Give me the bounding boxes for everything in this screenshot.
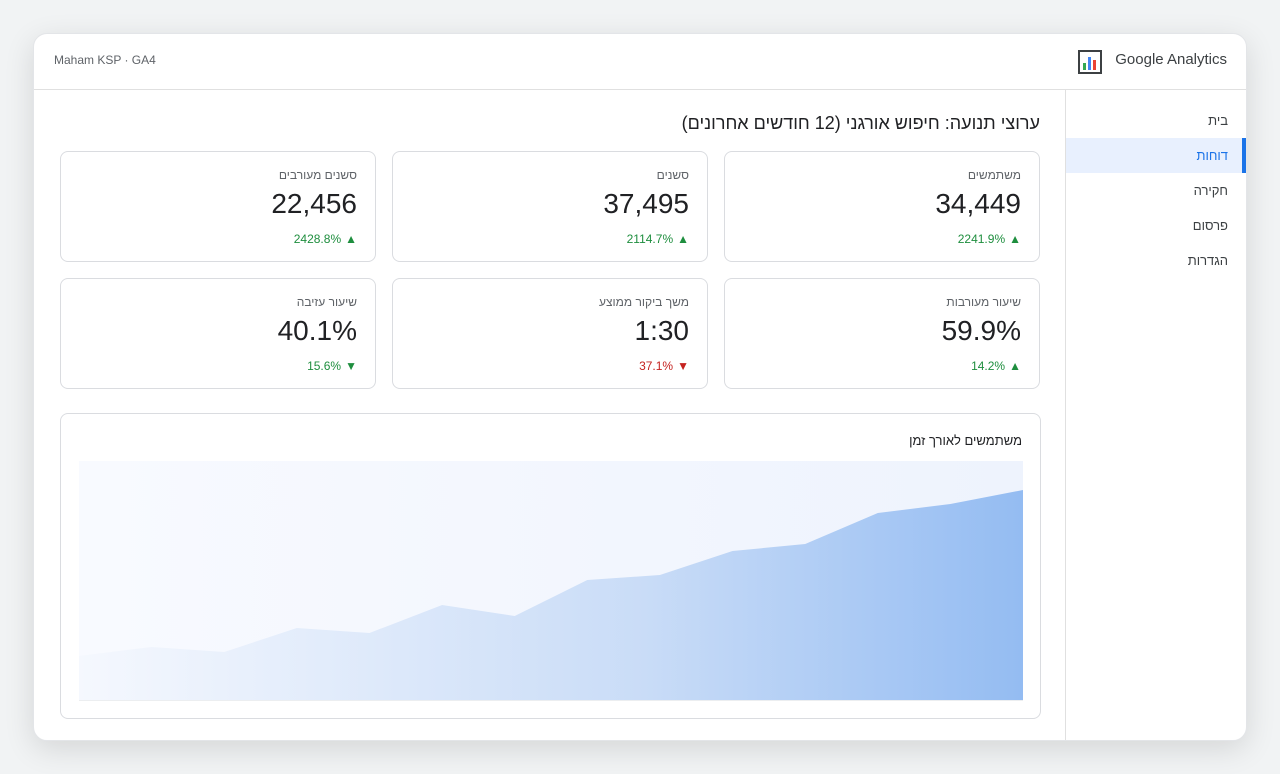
metric-change: ▲2114.7% [627,232,689,246]
logo [1078,50,1102,74]
metric-label: שיעור מעורבות [946,295,1021,309]
metric-value: 40.1% [277,315,357,346]
nav-item[interactable]: דוחות [1066,138,1246,173]
trend-arrow: ▲ [345,232,357,246]
trend-arrow: ▲ [677,232,689,246]
nav-item[interactable]: פרסום [1192,218,1228,233]
metric-label: סשנים [656,168,689,182]
metric-card: שיעור עזיבה 40.1% ▼15.6% [60,278,376,389]
chart-card: משתמשים לאורך זמן [60,413,1041,719]
metric-change: ▲14.2% [971,359,1021,373]
metric-change: ▲2428.8% [294,232,357,246]
metric-card: משתמשים 34,449 ▲2241.9% [724,151,1040,262]
change-value: 2114.7% [626,232,674,246]
change-value: 14.2% [971,359,1006,373]
header: Maham KSP · GA4 Google Analytics [34,34,1246,90]
trend-arrow: ▲ [1009,359,1021,373]
metric-label: שיעור עזיבה [296,295,357,309]
nav-item[interactable]: חקירה [1193,183,1228,198]
metric-value: 59.9% [941,315,1021,346]
sidebar: בית דוחות חקירה פרסום הגדרות [1065,89,1246,740]
metric-change: ▼37.1% [639,359,689,373]
metric-label: משך ביקור ממוצע [599,295,689,309]
account-name[interactable]: Maham KSP · GA4 [54,53,156,67]
metric-card: סשנים 37,495 ▲2114.7% [392,151,708,262]
trend-arrow: ▲ [1009,232,1021,246]
chart [79,461,1023,701]
app-window: Maham KSP · GA4 Google Analytics בית דוחו… [33,33,1247,741]
nav-item[interactable]: הגדרות [1187,253,1228,268]
metric-label: משתמשים [967,168,1021,182]
chart-title: משתמשים לאורך זמן [909,433,1022,448]
change-value: 37.1% [639,359,674,373]
area [79,490,1023,700]
metric-label: סשנים מעורבים [278,168,357,182]
metric-value: 34,449 [935,188,1021,219]
change-value: 15.6% [307,359,342,373]
change-value: 2428.8% [293,232,342,246]
metric-change: ▼15.6% [307,359,357,373]
trend-arrow: ▼ [345,359,357,373]
metric-card: משך ביקור ממוצע 1:30 ▼37.1% [392,278,708,389]
page-title: ערוצי תנועה: חיפוש אורגני (12 חודשים אחר… [681,113,1040,133]
metric-card: סשנים מעורבים 22,456 ▲2428.8% [60,151,376,262]
metric-value: 37,495 [603,188,689,219]
product-name: Google Analytics [1115,51,1227,68]
metric-value: 1:30 [634,315,690,346]
metric-change: ▲2241.9% [958,232,1021,246]
metric-card: שיעור מעורבות 59.9% ▲14.2% [724,278,1040,389]
change-value: 2241.9% [957,232,1006,246]
trend-arrow: ▼ [677,359,689,373]
metric-value: 22,456 [271,188,357,219]
nav-item[interactable]: בית [1208,113,1228,128]
